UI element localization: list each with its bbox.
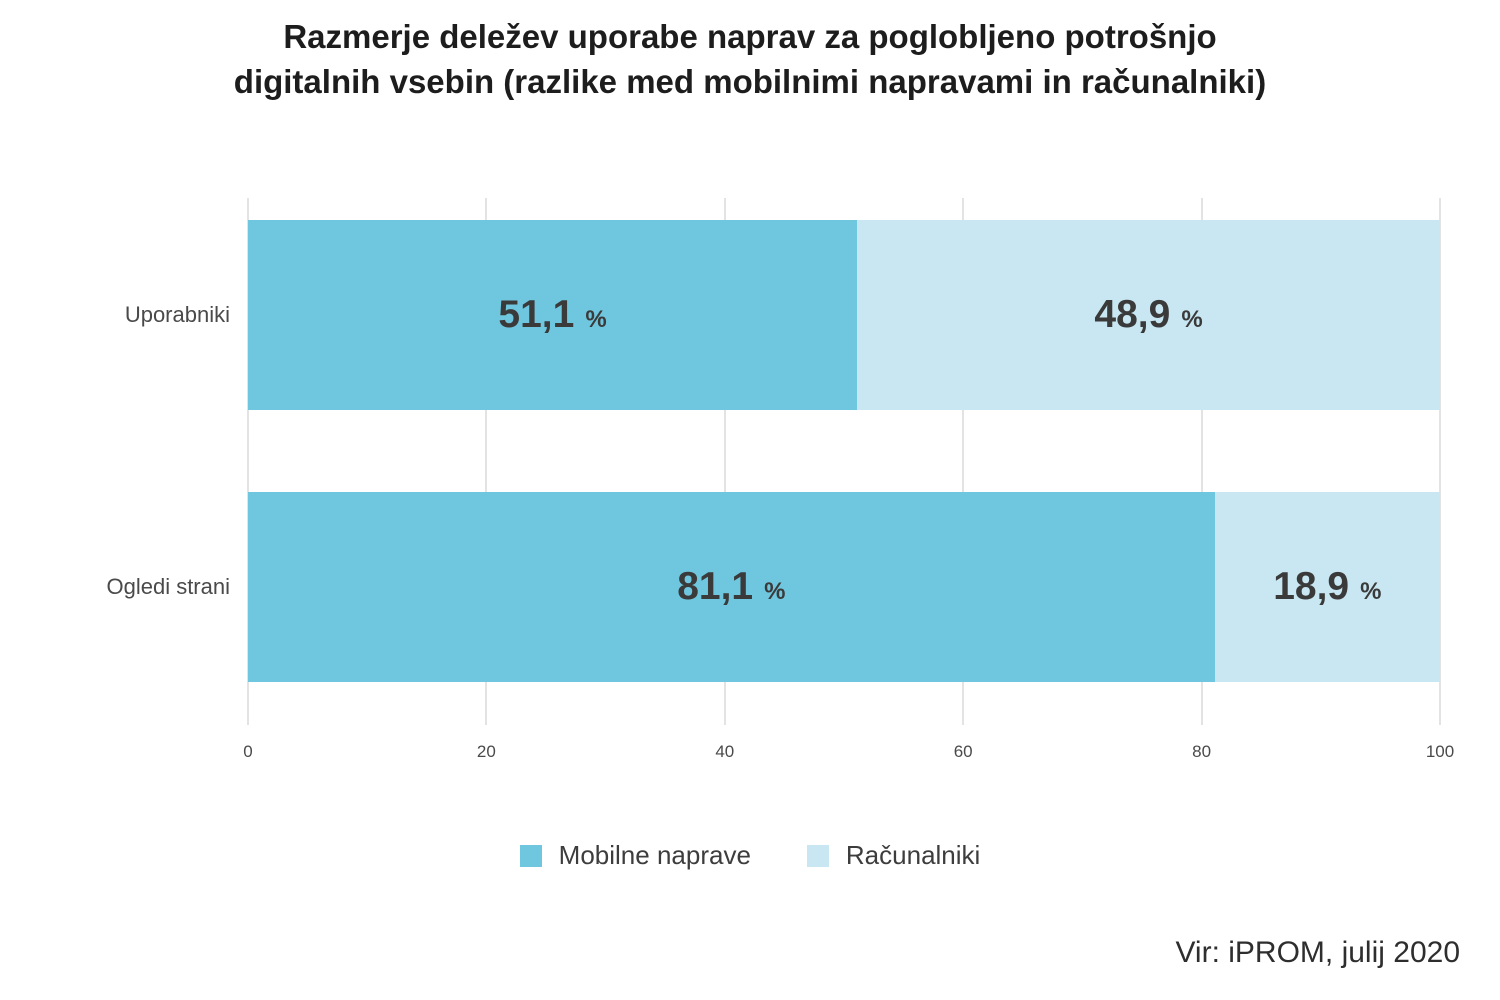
x-axis-ticks: 0 20 40 60 80 100 <box>243 742 1454 766</box>
value-label-racunalniki-uporabniki: 48,9 % <box>1094 293 1202 337</box>
percent-sign: % <box>585 306 607 333</box>
legend: Mobilne naprave Računalniki <box>0 840 1500 871</box>
legend-item-mobilne-naprave: Mobilne naprave <box>519 840 751 871</box>
x-tick-40: 40 <box>715 742 735 761</box>
category-label-ogledi-strani: Ogledi strani <box>106 574 230 599</box>
value-label-mobilne-ogledi: 81,1 % <box>677 565 785 609</box>
value-number: 48,9 <box>1094 293 1171 336</box>
legend-swatch-mobilne-naprave <box>519 844 542 867</box>
legend-label-racunalniki: Računalniki <box>845 840 981 870</box>
percent-sign: % <box>1181 306 1203 333</box>
gridline-80 <box>1200 198 1203 725</box>
legend-swatch-racunalniki <box>806 844 829 867</box>
chart-title-line-2: digitalnih vsebin (razlike med mobilnimi… <box>233 63 1267 100</box>
chart-title-line-1: Razmerje deležev uporabe naprav za poglo… <box>283 18 1217 55</box>
gridline-20 <box>485 198 488 725</box>
bar-segment-mobilne-ogledi: 81,1 % <box>248 492 1215 682</box>
source-caption: Vir: iPROM, julij 2020 <box>1175 936 1460 969</box>
chart-title: Razmerje deležev uporabe naprav za poglo… <box>0 14 1500 104</box>
percent-sign: % <box>764 578 786 605</box>
value-number: 51,1 <box>498 293 575 336</box>
value-number: 81,1 <box>677 565 754 608</box>
x-tick-20: 20 <box>476 742 496 761</box>
value-number: 18,9 <box>1273 565 1350 608</box>
x-tick-100: 100 <box>1425 742 1455 761</box>
percent-sign: % <box>1360 578 1382 605</box>
x-tick-80: 80 <box>1192 742 1212 761</box>
bar-ogledi-strani: 81,1 % 18,9 % <box>248 492 1440 682</box>
bar-segment-racunalniki-ogledi: 18,9 % <box>1214 492 1440 682</box>
bar-uporabniki: 51,1 % 48,9 % <box>248 220 1440 410</box>
category-label-uporabniki: Uporabniki <box>124 302 230 327</box>
bar-segment-mobilne-uporabniki: 51,1 % <box>248 220 858 410</box>
x-tick-0: 0 <box>243 742 253 761</box>
gridline-100 <box>1439 198 1441 725</box>
gridline-60 <box>962 198 965 725</box>
x-tick-60: 60 <box>953 742 973 761</box>
value-label-mobilne-uporabniki: 51,1 % <box>498 293 606 337</box>
bar-segment-racunalniki-uporabniki: 48,9 % <box>857 220 1440 410</box>
legend-label-mobilne-naprave: Mobilne naprave <box>558 840 751 870</box>
value-label-racunalniki-ogledi: 18,9 % <box>1273 565 1381 609</box>
plot-area: 51,1 % 48,9 % 81,1 % 18,9 <box>247 198 1441 725</box>
gridline-0 <box>247 198 249 725</box>
gridline-40 <box>723 198 726 725</box>
legend-item-racunalniki: Računalniki <box>806 840 981 871</box>
